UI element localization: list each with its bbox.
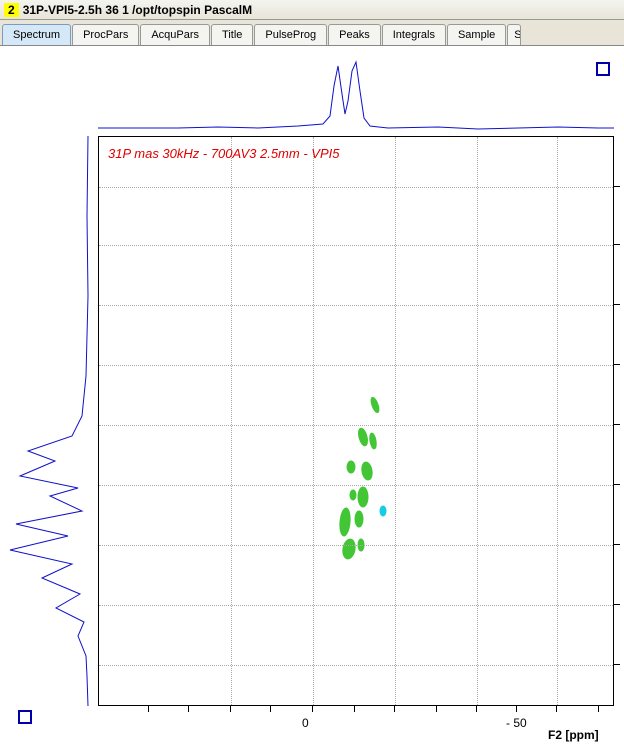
grid-horizontal <box>99 187 613 188</box>
tab-s[interactable]: S <box>507 24 521 45</box>
tab-bar: SpectrumProcParsAcquParsTitlePulseProgPe… <box>0 20 624 46</box>
grid-horizontal <box>99 545 613 546</box>
y-tick-mark <box>614 604 620 605</box>
tab-spectrum[interactable]: Spectrum <box>2 24 71 45</box>
grid-vertical <box>231 137 232 705</box>
contour-blob <box>339 508 351 537</box>
tab-pulseprog[interactable]: PulseProg <box>254 24 327 45</box>
x-tick-mark <box>476 706 477 712</box>
left-1d-trace <box>0 136 96 706</box>
contour-plot-svg <box>99 137 613 705</box>
y-tick-mark <box>614 244 620 245</box>
contour-blob <box>358 487 368 507</box>
contour-blob <box>380 506 386 516</box>
x-tick-mark <box>598 706 599 712</box>
x-tick-mark <box>230 706 231 712</box>
window-index-badge: 2 <box>4 3 19 17</box>
tab-peaks[interactable]: Peaks <box>328 24 381 45</box>
grid-horizontal <box>99 305 613 306</box>
grid-vertical <box>477 137 478 705</box>
spectrum-view: 31P mas 30kHz - 700AV3 2.5mm - VPI5 0 - 5… <box>0 46 624 754</box>
tab-sample[interactable]: Sample <box>447 24 506 45</box>
grid-horizontal <box>99 425 613 426</box>
tab-integrals[interactable]: Integrals <box>382 24 446 45</box>
grid-vertical <box>313 137 314 705</box>
x-tick-mark <box>312 706 313 712</box>
selection-box-top-right[interactable] <box>596 62 610 76</box>
grid-vertical <box>557 137 558 705</box>
grid-horizontal <box>99 245 613 246</box>
x-tick-label: - 50 <box>506 716 527 730</box>
plot-annotation-text: 31P mas 30kHz - 700AV3 2.5mm - VPI5 <box>108 146 339 161</box>
x-tick-mark <box>436 706 437 712</box>
grid-horizontal <box>99 605 613 606</box>
grid-horizontal <box>99 365 613 366</box>
x-tick-mark <box>354 706 355 712</box>
contour-blob <box>369 396 380 413</box>
x-axis-label: F2 [ppm] <box>548 728 599 742</box>
contour-plot-area[interactable] <box>98 136 614 706</box>
y-tick-mark <box>614 364 620 365</box>
title-bar: 2 31P-VPI5-2.5h 36 1 /opt/topspin Pascal… <box>0 0 624 20</box>
y-tick-mark <box>614 186 620 187</box>
x-tick-mark <box>556 706 557 712</box>
y-tick-mark <box>614 544 620 545</box>
top-1d-trace <box>98 56 614 134</box>
contour-blob <box>350 490 356 500</box>
selection-box-bottom-left[interactable] <box>18 710 32 724</box>
y-tick-mark <box>614 484 620 485</box>
window-title-text: 31P-VPI5-2.5h 36 1 /opt/topspin PascalM <box>23 3 252 17</box>
y-tick-mark <box>614 424 620 425</box>
x-tick-mark <box>516 706 517 712</box>
x-tick-mark <box>188 706 189 712</box>
tab-title[interactable]: Title <box>211 24 253 45</box>
grid-horizontal <box>99 485 613 486</box>
contour-blob <box>369 433 378 450</box>
contour-blob <box>347 461 355 473</box>
tab-procpars[interactable]: ProcPars <box>72 24 139 45</box>
grid-horizontal <box>99 665 613 666</box>
y-tick-mark <box>614 664 620 665</box>
contour-blob <box>341 538 356 560</box>
contour-blob <box>357 427 369 446</box>
x-tick-label: 0 <box>302 716 309 730</box>
x-tick-mark <box>270 706 271 712</box>
x-tick-mark <box>394 706 395 712</box>
contour-blob <box>361 461 374 480</box>
contour-blob <box>355 511 363 527</box>
tab-acqupars[interactable]: AcquPars <box>140 24 210 45</box>
y-tick-mark <box>614 304 620 305</box>
grid-vertical <box>395 137 396 705</box>
x-tick-mark <box>148 706 149 712</box>
